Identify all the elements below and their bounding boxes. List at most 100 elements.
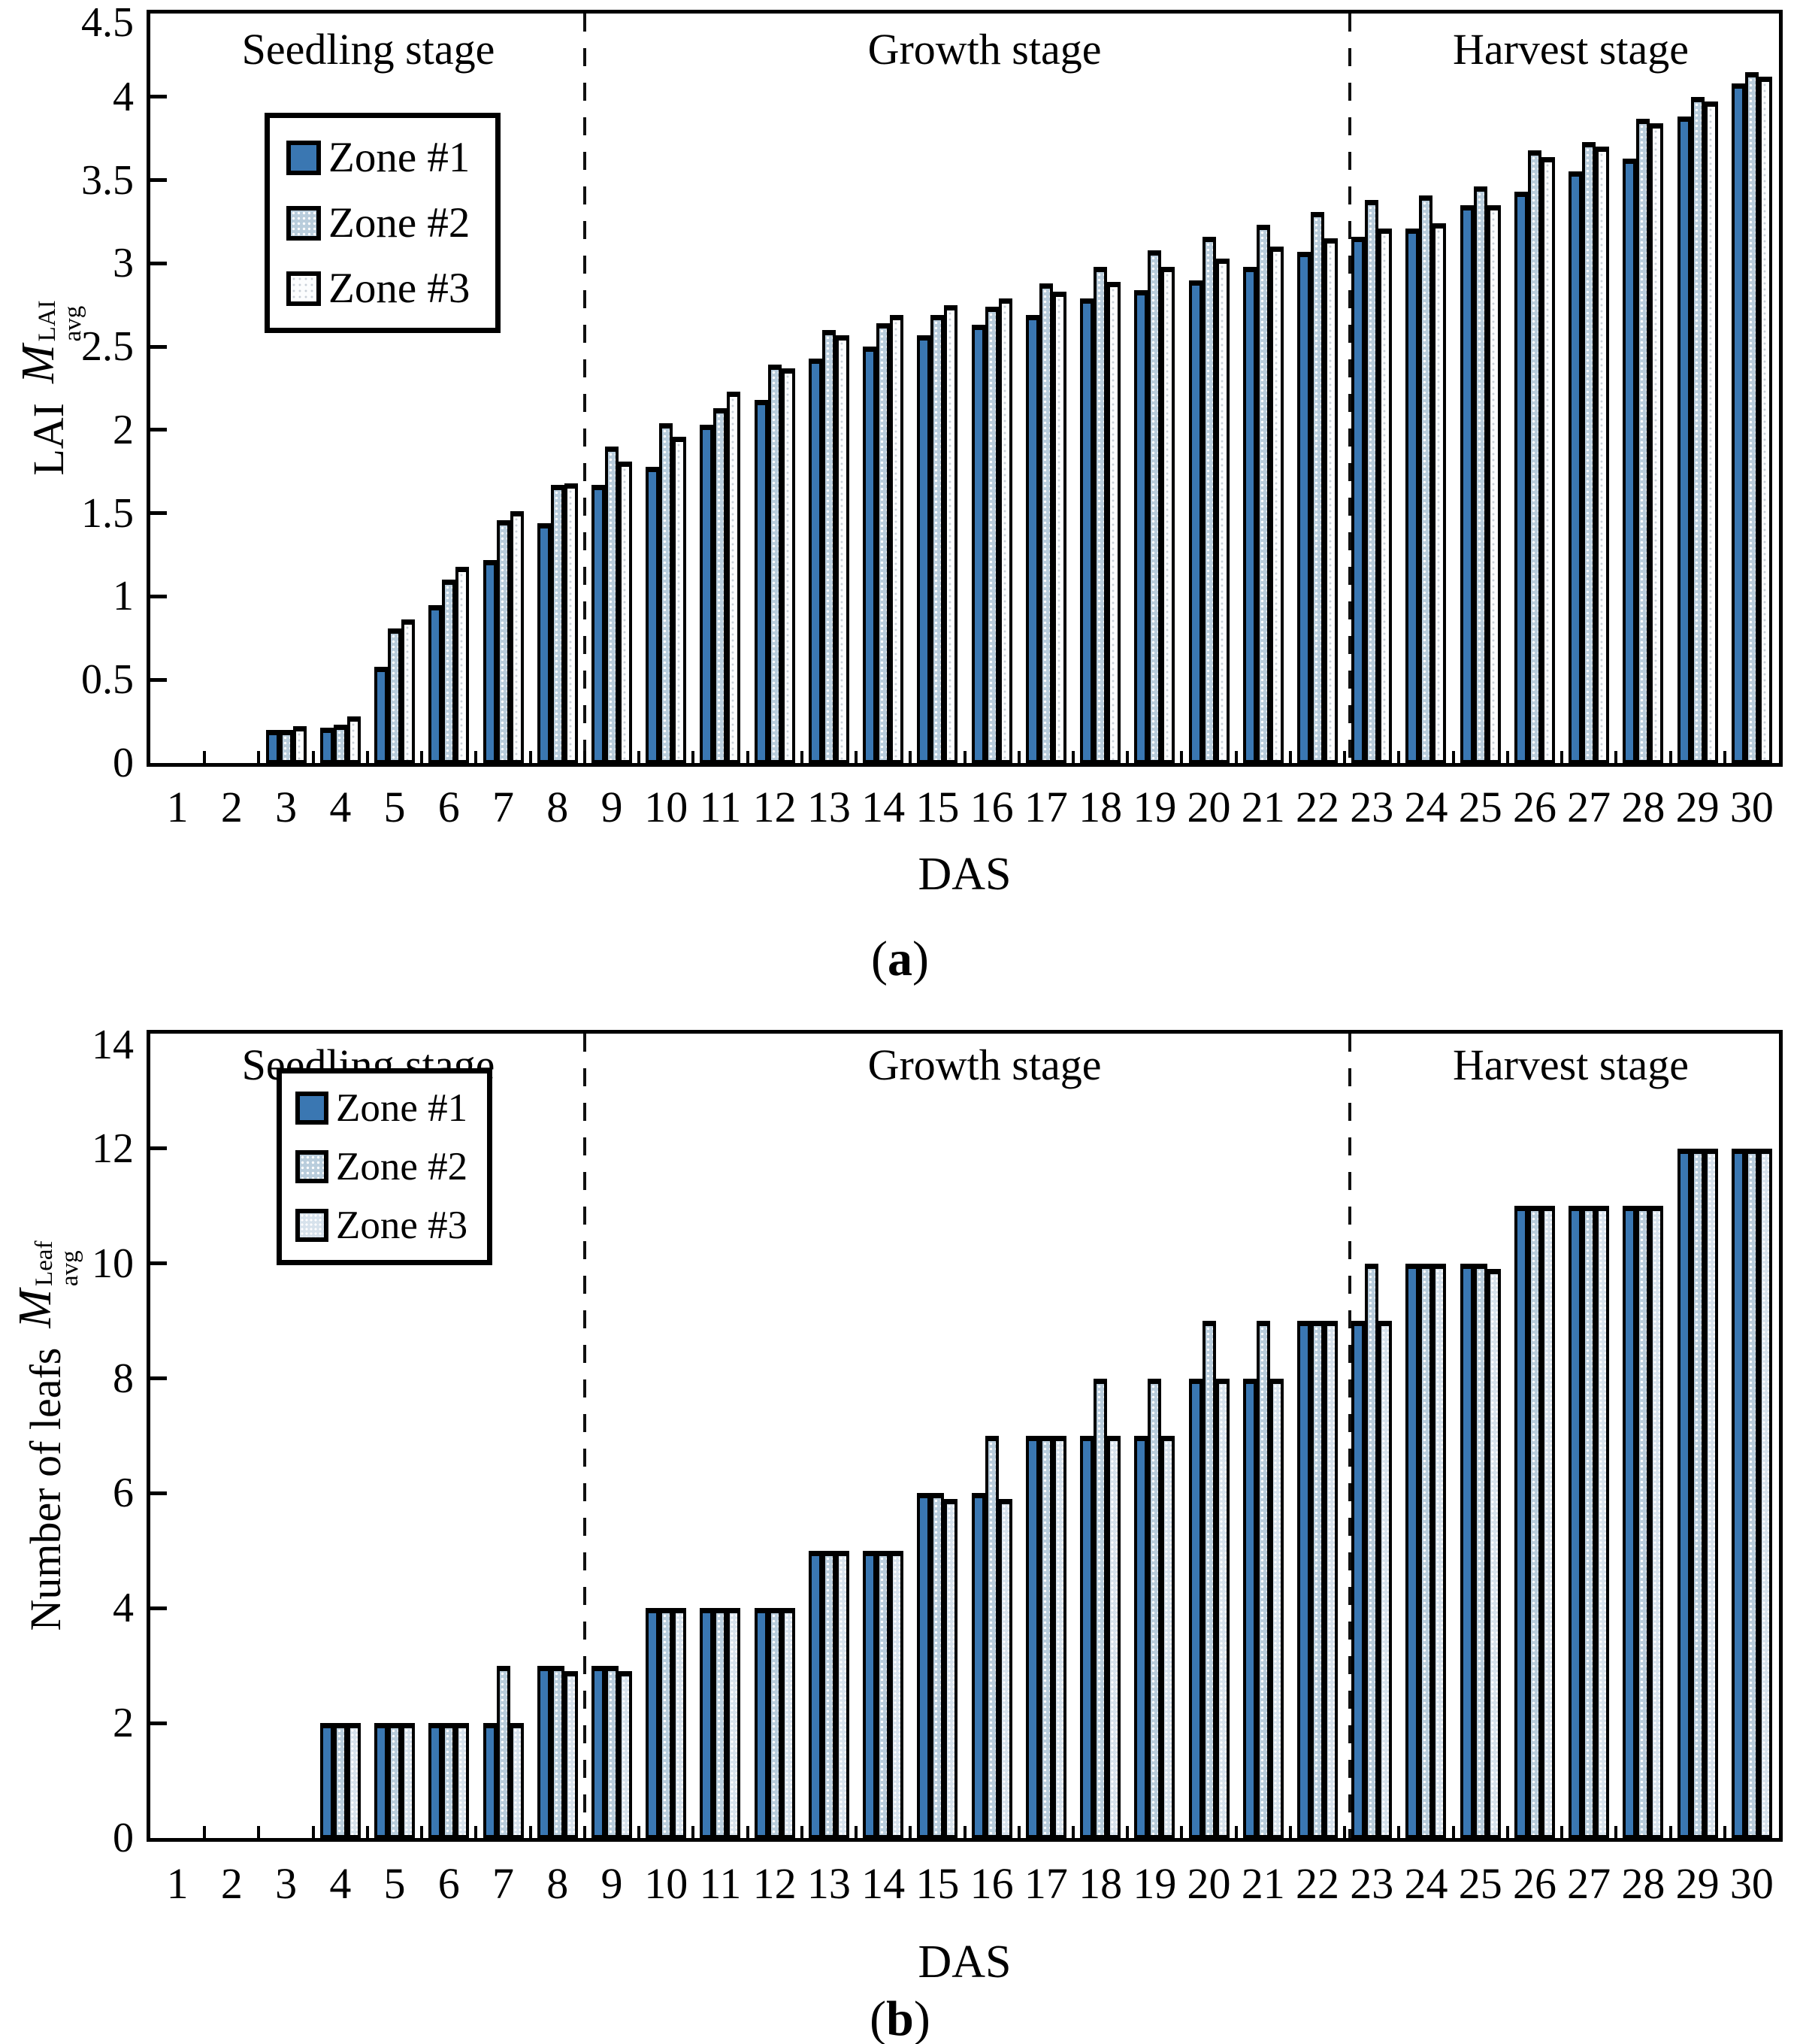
stage-divider-1 bbox=[582, 14, 586, 763]
x-tick-label-18: 18 bbox=[1078, 783, 1123, 831]
bar-das8-zone2 bbox=[550, 1665, 564, 1838]
bar-das29-zone1 bbox=[1677, 1148, 1691, 1838]
x-tick-label-6: 6 bbox=[437, 1859, 460, 1908]
x-tick-label-25: 25 bbox=[1458, 1859, 1502, 1908]
bar-das9-zone2 bbox=[604, 447, 619, 763]
x-axis-tick bbox=[637, 1826, 641, 1838]
x-axis-tick bbox=[1017, 1826, 1021, 1838]
x-axis-tick bbox=[1071, 751, 1075, 763]
bar-das30-zone1 bbox=[1731, 83, 1745, 763]
bar-das19-zone2 bbox=[1148, 1378, 1162, 1838]
legend-label-zone2: Zone #2 bbox=[336, 1145, 468, 1189]
bar-das24-zone3 bbox=[1432, 1263, 1447, 1838]
x-axis-tick bbox=[203, 751, 207, 763]
bar-das19-zone1 bbox=[1134, 1436, 1148, 1838]
stage-label-harvest-b: Harvest stage bbox=[1452, 1040, 1690, 1089]
y-tick-label-12: 12 bbox=[92, 1125, 134, 1172]
bar-das21-zone2 bbox=[1256, 1321, 1270, 1838]
bar-das6-zone2 bbox=[442, 580, 456, 763]
bar-das9-zone1 bbox=[591, 485, 605, 763]
bar-das22-zone2 bbox=[1311, 211, 1325, 763]
bar-das30-zone2 bbox=[1744, 71, 1759, 763]
zone1-swatch-icon bbox=[295, 1092, 328, 1125]
bar-das16-zone1 bbox=[971, 1493, 985, 1838]
bar-das4-zone1 bbox=[319, 728, 334, 763]
legend-item-zone3: Zone #3 bbox=[286, 264, 470, 313]
x-axis-tick bbox=[420, 1826, 424, 1838]
x-axis-tick bbox=[1560, 751, 1564, 763]
x-tick-label-5: 5 bbox=[383, 783, 406, 831]
x-tick-label-3: 3 bbox=[275, 1859, 298, 1908]
x-axis-tick bbox=[365, 1826, 369, 1838]
bar-das21-zone1 bbox=[1242, 1378, 1257, 1838]
y-axis-tick bbox=[150, 261, 167, 265]
x-axis-tick bbox=[1343, 1826, 1347, 1838]
bar-das23-zone1 bbox=[1351, 236, 1366, 763]
bar-das10-zone1 bbox=[646, 1608, 660, 1838]
bar-das18-zone3 bbox=[1107, 1436, 1121, 1838]
stage-label-growth-b: Growth stage bbox=[867, 1040, 1102, 1089]
bar-das6-zone1 bbox=[428, 604, 443, 763]
legend-label-zone2: Zone #2 bbox=[328, 199, 470, 247]
bar-das5-zone2 bbox=[388, 628, 402, 763]
y-axis-tick bbox=[150, 1491, 167, 1495]
legend-label-zone1: Zone #1 bbox=[328, 134, 470, 181]
bar-das22-zone2 bbox=[1311, 1321, 1325, 1838]
bar-das7-zone1 bbox=[483, 559, 497, 763]
y-axis-tick bbox=[150, 1261, 167, 1266]
caption-b: (b) bbox=[870, 1991, 930, 2044]
bar-das17-zone2 bbox=[1039, 283, 1053, 763]
bar-das29-zone3 bbox=[1704, 101, 1718, 763]
x-tick-label-13: 13 bbox=[806, 783, 851, 831]
x-axis-tick bbox=[909, 1826, 912, 1838]
y-axis-title-b: Number of leafs M Leaf avg bbox=[9, 1241, 83, 1631]
legend-label-zone1: Zone #1 bbox=[336, 1086, 468, 1130]
bar-das16-zone2 bbox=[985, 1436, 999, 1838]
bar-das29-zone2 bbox=[1690, 1148, 1705, 1838]
zone3-swatch-icon bbox=[286, 271, 321, 306]
bar-das3-zone3 bbox=[292, 726, 307, 763]
bar-das4-zone2 bbox=[333, 725, 347, 763]
bar-das14-zone3 bbox=[890, 1550, 904, 1838]
zone1-swatch-icon bbox=[286, 140, 321, 175]
bar-das9-zone3 bbox=[618, 1671, 632, 1838]
y-tick-label-4: 4 bbox=[113, 73, 134, 120]
x-tick-label-23: 23 bbox=[1350, 783, 1394, 831]
zone3-swatch-icon bbox=[295, 1209, 328, 1242]
bar-das14-zone1 bbox=[863, 347, 877, 763]
x-axis-tick bbox=[528, 751, 532, 763]
legend-b: Zone #1 Zone #2 Zone #3 bbox=[277, 1068, 493, 1265]
bar-das17-zone2 bbox=[1039, 1436, 1053, 1838]
bar-das12-zone3 bbox=[781, 1608, 795, 1838]
bar-das23-zone3 bbox=[1378, 1321, 1393, 1838]
x-axis-tick bbox=[203, 1826, 207, 1838]
bars-layer-b bbox=[150, 1034, 1779, 1838]
legend-item-zone1: Zone #1 bbox=[286, 133, 470, 182]
caption-a: (a) bbox=[871, 931, 929, 986]
y-axis-tick bbox=[150, 344, 167, 349]
x-axis-tick bbox=[1180, 751, 1184, 763]
x-tick-label-27: 27 bbox=[1567, 783, 1611, 831]
x-axis-tick bbox=[691, 751, 695, 763]
x-tick-label-15: 15 bbox=[915, 783, 960, 831]
bar-das25-zone1 bbox=[1460, 1263, 1474, 1838]
bar-das10-zone2 bbox=[659, 423, 673, 763]
x-tick-label-27: 27 bbox=[1567, 1859, 1611, 1908]
bar-das5-zone2 bbox=[388, 1723, 402, 1838]
bar-das12-zone1 bbox=[754, 1608, 768, 1838]
bar-das30-zone3 bbox=[1758, 77, 1772, 763]
bar-das11-zone2 bbox=[713, 408, 728, 763]
bar-das11-zone2 bbox=[713, 1608, 728, 1838]
bar-das6-zone3 bbox=[455, 566, 470, 763]
y-axis-tick bbox=[150, 428, 167, 432]
y-axis-tick bbox=[150, 511, 167, 516]
bar-das15-zone2 bbox=[930, 315, 945, 763]
x-tick-label-10: 10 bbox=[644, 1859, 688, 1908]
bar-das6-zone3 bbox=[455, 1723, 470, 1838]
bar-das17-zone1 bbox=[1025, 315, 1039, 763]
x-axis-tick bbox=[1343, 751, 1347, 763]
bar-das15-zone1 bbox=[917, 1493, 931, 1838]
bar-das28-zone3 bbox=[1650, 123, 1664, 763]
bar-das24-zone2 bbox=[1419, 1263, 1433, 1838]
